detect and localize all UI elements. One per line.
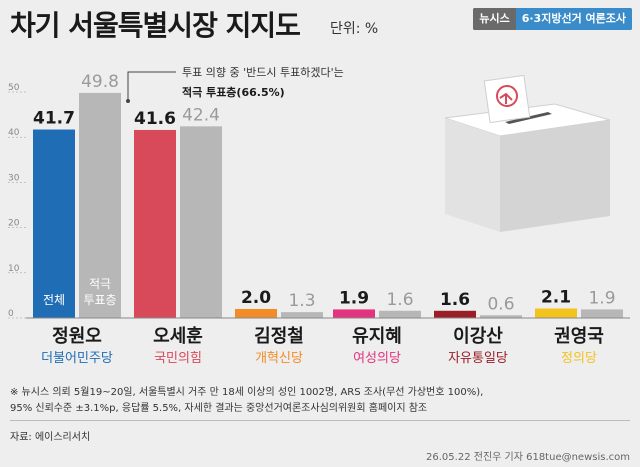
annotation-line-1: 투표 의향 중 '반드시 투표하겠다'는 [182, 65, 344, 79]
bar-overall [535, 308, 577, 318]
chart-title: 차기 서울특별시장 지지도 [10, 9, 301, 42]
category-label: 정원오 [52, 326, 102, 347]
y-tick-label: 30 [8, 173, 20, 183]
value-label-active: 49.8 [81, 72, 119, 92]
credit-label: 26.05.22 전진우 기자 618tue@newsis.com [426, 452, 630, 463]
value-label-overall: 41.7 [33, 109, 75, 129]
ballot-box-left [445, 118, 500, 232]
bar-overall [134, 129, 176, 318]
annotation-line-2: 적극 투표층(66.5%) [182, 85, 285, 99]
bar-overall [235, 308, 277, 318]
value-label-active: 1.9 [588, 288, 615, 308]
bar-active [379, 310, 421, 318]
brand-tag: 6·3지방선거 여론조사 [515, 8, 632, 30]
party-label: 국민의힘 [154, 351, 202, 366]
ballot-stamp-circle [496, 85, 518, 107]
footnote-line-1: ※ 뉴시스 의뢰 5월19~20일, 서울특별시 거주 만 18세 이상의 성인… [10, 387, 484, 398]
ballot-slot [505, 112, 552, 124]
party-label: 여성의당 [353, 351, 401, 366]
value-label-overall: 2.0 [241, 288, 271, 308]
legend-label-active: 적극 [89, 277, 111, 291]
value-label-active: 42.4 [182, 105, 220, 125]
source-label: 자료: 에이스리서치 [10, 432, 91, 443]
brand-badge: 뉴시스 6·3지방선거 여론조사 [473, 8, 632, 30]
party-label: 개혁신당 [255, 351, 303, 366]
footnote: ※ 뉴시스 의뢰 5월19~20일, 서울특별시 거주 만 18세 이상의 성인… [10, 385, 630, 417]
y-tick-label: 20 [8, 219, 20, 229]
bar-active [79, 92, 121, 319]
annotation-dot [126, 99, 130, 103]
value-label-active: 1.3 [288, 291, 315, 311]
party-label: 더불어민주당 [41, 351, 113, 366]
bar-overall [434, 310, 476, 318]
value-label-overall: 2.1 [541, 288, 571, 308]
bar-overall [33, 129, 75, 318]
value-label-active: 1.6 [386, 290, 413, 310]
category-label: 유지혜 [352, 326, 402, 347]
value-label-overall: 1.6 [440, 290, 470, 310]
annotation-leader [127, 71, 176, 101]
category-label: 권영국 [554, 326, 604, 347]
bar-active [581, 309, 623, 318]
party-label: 자유통일당 [448, 351, 508, 366]
category-label: 오세훈 [153, 325, 203, 347]
party-label: 정의당 [561, 351, 597, 366]
category-label: 김정철 [254, 326, 304, 347]
bar-active [180, 126, 222, 319]
legend-label-overall: 전체 [43, 293, 65, 307]
brand-name: 뉴시스 [473, 8, 516, 30]
y-tick-label: 0 [8, 309, 14, 319]
y-tick-label: 10 [8, 264, 20, 274]
value-label-active: 0.6 [487, 294, 514, 314]
bar-active [281, 312, 323, 318]
ballot-box-right [500, 120, 610, 232]
footer-divider [10, 420, 630, 421]
value-label-overall: 41.6 [134, 109, 176, 129]
ballot-stamp-mark [499, 92, 513, 104]
y-tick-label: 40 [8, 128, 20, 138]
y-tick-label: 50 [8, 83, 20, 93]
unit-label: 단위: % [330, 21, 379, 37]
category-label: 이강산 [453, 326, 503, 347]
bar-overall [333, 309, 375, 318]
bar-active [480, 315, 522, 318]
legend-label-active-2: 투표층 [83, 293, 116, 307]
value-label-overall: 1.9 [339, 288, 369, 308]
footnote-line-2: 95% 신뢰수준 ±3.1%p, 응답률 5.5%, 자세한 결과는 중앙선거여… [10, 403, 428, 414]
